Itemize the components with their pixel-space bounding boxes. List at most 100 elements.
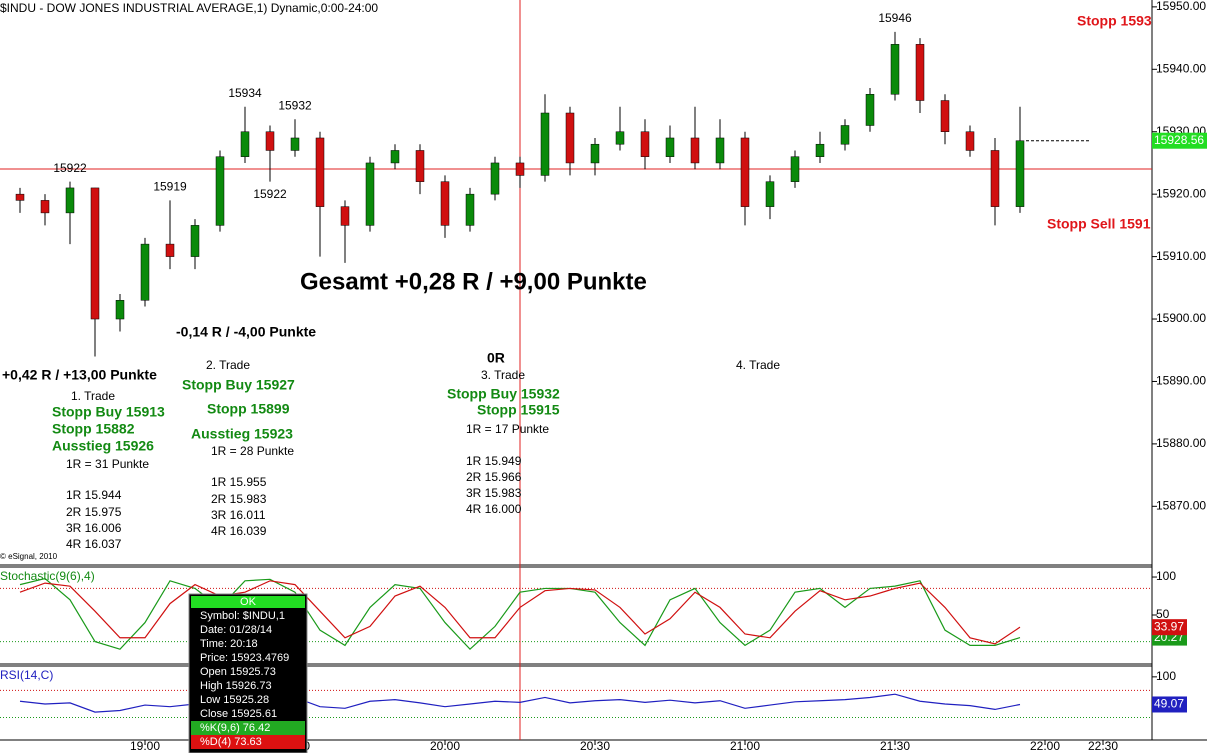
annotation: Stopp 15899 xyxy=(207,401,290,417)
data-window-row: Date: 01/28/14 xyxy=(200,624,272,636)
annotation: Stopp Buy 15932 xyxy=(447,386,560,402)
annotation: 1R = 31 Punkte xyxy=(66,457,149,471)
candle-body xyxy=(340,206,350,226)
d-row-bg xyxy=(191,735,305,749)
annotation: Stopp Buy 15913 xyxy=(52,404,165,420)
annotation: 2. Trade xyxy=(206,358,250,372)
candle-body xyxy=(415,150,425,182)
candle-body xyxy=(540,112,550,176)
data-window-row: Price: 15923.4769 xyxy=(200,652,289,664)
extreme-label: 15919 xyxy=(153,180,187,194)
annotation: 3R 16.011 xyxy=(211,508,266,522)
data-window-row: Low 15925.28 xyxy=(200,694,269,706)
data-window-row: Time: 20:18 xyxy=(200,638,258,650)
last-value-label: 33.97 xyxy=(1154,619,1184,633)
annotation: 1R 15.949 xyxy=(466,454,522,468)
data-window-row: Close 15925.61 xyxy=(200,708,277,720)
annotation: Ausstieg 15923 xyxy=(191,426,293,442)
annotation: -0,14 R / -4,00 Punkte xyxy=(176,324,316,340)
indicator-line xyxy=(19,580,1021,645)
candle-body xyxy=(715,137,725,164)
annotation: 1R = 17 Punkte xyxy=(466,422,549,436)
annotation: 4. Trade xyxy=(736,358,780,372)
candle-body xyxy=(640,131,650,157)
candle-body xyxy=(590,143,600,164)
candle-body xyxy=(940,100,950,132)
annotation: Stopp Sell 1591 xyxy=(1047,216,1151,232)
data-window-row: %D(4) 73.63 xyxy=(200,736,262,748)
y-tick-label: 15950.00 xyxy=(1156,0,1206,13)
y-tick-label: 15890.00 xyxy=(1156,374,1206,388)
x-tick-label: 19:00 xyxy=(130,739,160,753)
extreme-label: 15934 xyxy=(228,86,262,100)
x-tick-label: 20:00 xyxy=(430,739,460,753)
annotation: Stopp 15882 xyxy=(52,421,135,437)
candle-body xyxy=(440,181,450,226)
annotation: 3. Trade xyxy=(481,368,525,382)
candle-body xyxy=(115,300,125,320)
x-tick-label: 22:30 xyxy=(1088,739,1118,753)
chart-title: $INDU - DOW JONES INDUSTRIAL AVERAGE,1) … xyxy=(0,1,378,15)
candle-body xyxy=(315,137,325,207)
annotation: +0,42 R / +13,00 Punkte xyxy=(2,367,157,383)
candle-body xyxy=(890,44,900,95)
data-window-row: %K(9,6) 76.42 xyxy=(200,722,270,734)
x-tick-label: 21:30 xyxy=(880,739,910,753)
last-value-box xyxy=(1152,696,1187,713)
y-tick-label: 15870.00 xyxy=(1156,498,1206,512)
y-tick-label: 15920.00 xyxy=(1156,186,1206,200)
y-tick-label: 15880.00 xyxy=(1156,436,1206,450)
candle-body xyxy=(840,125,850,145)
candle-body xyxy=(90,187,100,320)
candle-body xyxy=(615,131,625,145)
candle-body xyxy=(1015,140,1025,207)
candle-body xyxy=(790,156,800,182)
extreme-label: 15922 xyxy=(53,161,87,175)
y-tick-label: 15940.00 xyxy=(1156,61,1206,75)
candle-body xyxy=(915,44,925,101)
x-tick-label: 21:00 xyxy=(730,739,760,753)
candle-body xyxy=(40,200,50,214)
y-tick-label: 15900.00 xyxy=(1156,311,1206,325)
annotation: Stopp 15915 xyxy=(477,402,560,418)
candle-body xyxy=(265,131,275,151)
candle-body xyxy=(165,243,175,257)
candle-body xyxy=(290,137,300,151)
extreme-label: 15946 xyxy=(878,11,912,25)
extreme-label: 15922 xyxy=(253,187,287,201)
annotation: Ausstieg 15926 xyxy=(52,438,154,454)
indicator-line xyxy=(19,577,1021,651)
data-window-row: Open 15925.73 xyxy=(200,666,276,678)
candle-body xyxy=(990,150,1000,207)
candle-body xyxy=(15,193,25,201)
last-value-label: 49.07 xyxy=(1154,697,1184,711)
candle-body xyxy=(740,137,750,207)
candle-body xyxy=(465,193,475,226)
y-tick-label: 15910.00 xyxy=(1156,249,1206,263)
data-window-row: High 15926.73 xyxy=(200,680,272,692)
candle-body xyxy=(665,137,675,157)
annotation: 4R 16.039 xyxy=(211,524,267,538)
data-window-header xyxy=(191,596,305,608)
annotation: 4R 16.000 xyxy=(466,502,522,516)
candle-body xyxy=(815,143,825,157)
last-price-label: 15928.56 xyxy=(1154,133,1204,147)
indicator-line xyxy=(19,693,1021,713)
annotation: Stopp 1593 xyxy=(1077,13,1152,29)
candle-body xyxy=(515,162,525,176)
panel-title: Stochastic(9(6),4) xyxy=(0,569,95,583)
x-tick-label: 22:00 xyxy=(1030,739,1060,753)
annotation: 2R 15.966 xyxy=(466,470,522,484)
y-tick-label: 100 xyxy=(1156,569,1176,583)
annotation: 1. Trade xyxy=(71,389,115,403)
annotation: 1R = 28 Punkte xyxy=(211,444,294,458)
annotation: Stopp Buy 15927 xyxy=(182,377,295,393)
candle-body xyxy=(215,156,225,226)
annotation: 1R 15.955 xyxy=(211,475,267,489)
candle-body xyxy=(690,137,700,164)
extreme-label: 15932 xyxy=(278,98,312,112)
candle-body xyxy=(390,150,400,164)
data-window-row: Symbol: $INDU,1 xyxy=(200,610,285,622)
k-row-bg xyxy=(191,721,305,735)
